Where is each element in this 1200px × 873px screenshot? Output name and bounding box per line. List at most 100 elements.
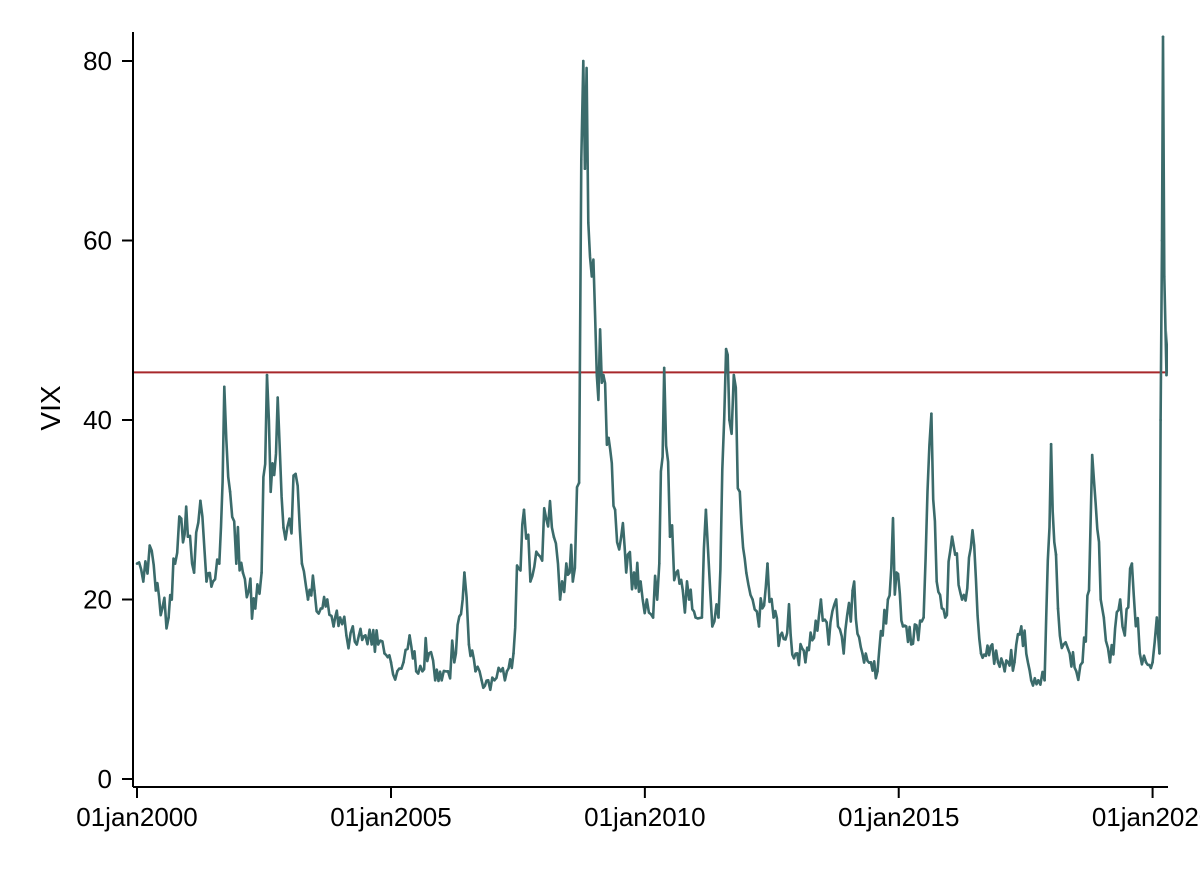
vix-data-point bbox=[493, 679, 496, 682]
vix-series-line bbox=[136, 35, 1168, 692]
vix-data-point bbox=[228, 490, 232, 494]
vix-data-point bbox=[313, 589, 316, 592]
vix-data-point bbox=[319, 607, 323, 610]
vix-data-point bbox=[662, 366, 666, 370]
vix-data-point bbox=[1130, 562, 1134, 565]
vix-data-point bbox=[1155, 616, 1159, 619]
vix-data-point bbox=[522, 508, 526, 512]
vix-data-point bbox=[1118, 598, 1122, 601]
vix-data-point bbox=[241, 571, 245, 574]
vix-data-point bbox=[218, 562, 221, 565]
x-axis-ticks: 01jan2000 01jan2005 01jan2010 01jan2015 01ja… bbox=[76, 787, 1200, 832]
vix-data-point bbox=[486, 679, 490, 682]
vix-data-point bbox=[142, 580, 145, 583]
vix-data-point bbox=[480, 679, 483, 682]
vix-data-point bbox=[345, 634, 348, 637]
vix-data-point bbox=[757, 625, 761, 628]
vix-data-point bbox=[886, 598, 890, 601]
vix-data-point bbox=[414, 670, 418, 673]
vix-data-point bbox=[577, 481, 581, 485]
vix-data-point bbox=[651, 616, 655, 619]
vix-data-point bbox=[745, 571, 748, 574]
vix-data-point bbox=[433, 679, 437, 682]
vix-data-point bbox=[282, 526, 285, 529]
vix-data-point bbox=[463, 571, 466, 574]
vix-data-point bbox=[717, 616, 720, 619]
vix-data-point bbox=[1102, 616, 1106, 619]
vix-data-point bbox=[645, 598, 649, 601]
vix-data-point bbox=[1151, 661, 1154, 664]
vix-data-point bbox=[1037, 679, 1040, 682]
vix-data-point bbox=[658, 562, 661, 565]
vix-data-point bbox=[1020, 625, 1023, 628]
vix-data-point bbox=[1123, 634, 1127, 637]
vix-data-point bbox=[626, 553, 630, 556]
vix-data-point bbox=[991, 643, 994, 646]
vix-data-point bbox=[265, 373, 269, 377]
vix-data-point bbox=[1165, 373, 1168, 377]
vix-data-point bbox=[474, 670, 477, 673]
vix-data-point bbox=[1029, 679, 1033, 682]
vix-data-point bbox=[668, 535, 672, 538]
vix-data-point bbox=[738, 490, 742, 494]
vix-data-point bbox=[795, 652, 799, 655]
vix-data-point bbox=[167, 616, 170, 619]
vix-data-point bbox=[1138, 652, 1142, 655]
vix-data-point bbox=[602, 373, 605, 377]
y-tick-label: 60 bbox=[83, 226, 112, 256]
vix-data-point bbox=[819, 598, 823, 601]
vix-data-point bbox=[935, 580, 938, 583]
vix-data-point bbox=[536, 553, 540, 556]
vix-data-point bbox=[544, 517, 548, 520]
x-tick-label: 01jan2010 bbox=[584, 802, 705, 832]
vix-data-point bbox=[1161, 35, 1165, 39]
vix-data-point bbox=[512, 652, 515, 655]
vix-data-point bbox=[440, 679, 444, 682]
vix-data-point bbox=[901, 625, 905, 628]
vix-data-point bbox=[1087, 589, 1091, 592]
vix-data-point bbox=[779, 634, 782, 637]
vix-data-point bbox=[687, 598, 691, 601]
y-tick-label: 20 bbox=[83, 585, 112, 615]
vix-data-point bbox=[632, 571, 636, 574]
vix-data-point bbox=[704, 508, 708, 512]
vix-data-point bbox=[269, 490, 273, 494]
vix-data-point bbox=[869, 661, 873, 664]
vix-data-point bbox=[607, 436, 610, 440]
vix-data-point bbox=[351, 625, 355, 628]
vix-data-point bbox=[804, 661, 807, 664]
vix-data-point bbox=[357, 634, 361, 637]
vix-data-point bbox=[180, 517, 183, 520]
y-axis-ticks: 0 20 40 60 80 bbox=[83, 46, 133, 794]
vix-data-point bbox=[276, 396, 280, 399]
vix-data-point bbox=[876, 670, 879, 673]
vix-data-point bbox=[294, 472, 297, 476]
vix-data-point bbox=[681, 589, 685, 592]
vix-data-point bbox=[1158, 652, 1161, 655]
vix-data-point bbox=[1054, 553, 1058, 556]
vix-data-point bbox=[467, 643, 471, 646]
vix-data-point bbox=[953, 553, 957, 556]
y-axis-title: VIX bbox=[35, 385, 66, 430]
vix-data-point bbox=[565, 562, 568, 565]
vix-data-point bbox=[383, 652, 386, 655]
vix-data-point bbox=[421, 670, 424, 673]
vix-data-point bbox=[724, 347, 728, 351]
vix-data-point bbox=[558, 598, 562, 601]
vix-data-point bbox=[199, 499, 202, 503]
vix-data-point bbox=[376, 643, 380, 646]
vix-data-point bbox=[1043, 679, 1046, 682]
vix-data-point bbox=[173, 562, 177, 565]
x-tick-label: 01jan2015 bbox=[838, 802, 959, 832]
x-tick-label: 01jan2000 bbox=[76, 802, 197, 832]
vix-data-point bbox=[154, 589, 158, 592]
vix-data-point bbox=[675, 571, 678, 574]
vix-data-point bbox=[583, 167, 587, 170]
vix-data-point bbox=[1144, 661, 1148, 664]
vix-data-point bbox=[235, 562, 238, 565]
vix-data-point bbox=[288, 517, 291, 520]
vix-data-point bbox=[909, 643, 913, 646]
vix-data-point bbox=[1108, 661, 1112, 664]
vix-data-point bbox=[960, 598, 964, 601]
